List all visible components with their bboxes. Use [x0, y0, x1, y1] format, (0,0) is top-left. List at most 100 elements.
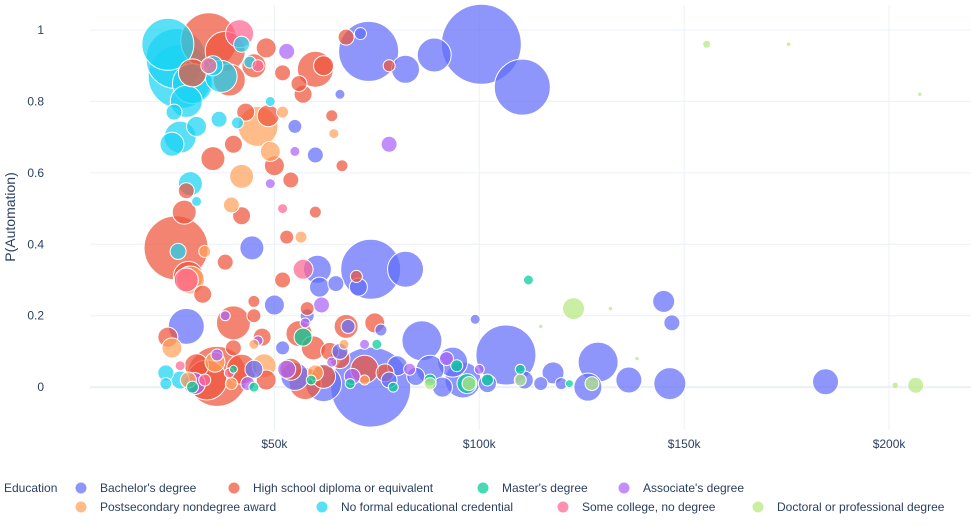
bubble-point — [308, 205, 322, 219]
bubble-point — [313, 55, 335, 77]
bubble-point — [174, 360, 186, 372]
x-tick-label: $150k — [668, 437, 702, 451]
bubble-point — [159, 131, 185, 157]
bubble-point — [229, 163, 255, 189]
bubble-point — [231, 116, 245, 130]
bubble-point — [264, 95, 276, 107]
bubble-point — [313, 296, 331, 314]
bubble-point — [337, 28, 355, 46]
bubble-point — [222, 196, 240, 214]
y-tick-label: 0 — [37, 380, 44, 394]
legend-item-label: No formal educational credential — [341, 500, 513, 514]
legend-marker — [74, 500, 88, 514]
bubble-point — [224, 339, 242, 357]
legend: Education Bachelor's degree High school d… — [4, 481, 945, 514]
bubble-point — [359, 338, 371, 350]
bubble-point — [244, 359, 264, 379]
bubble-point — [141, 17, 195, 71]
x-axis-ticks: $50k $100k $150k $200k — [261, 437, 906, 451]
bubble-point — [210, 110, 228, 128]
bubble-point — [514, 363, 526, 375]
legend-item-label: Bachelor's degree — [100, 481, 197, 495]
bubble-point — [299, 317, 311, 329]
bubble-point — [198, 244, 212, 258]
bubble-point — [276, 105, 290, 119]
legend-marker — [617, 481, 631, 495]
bubble-point — [223, 134, 243, 154]
bubble-point — [469, 313, 481, 325]
bubble-point — [387, 250, 425, 288]
bubble-point — [562, 297, 586, 321]
bubble-point — [274, 271, 292, 289]
bubble-point — [210, 348, 224, 362]
bubble-point — [653, 367, 687, 401]
bubble-point — [328, 128, 340, 140]
bubble-point — [401, 320, 443, 362]
bubble-point — [493, 58, 551, 116]
bubble-point — [247, 294, 261, 308]
bubble-point — [564, 379, 574, 389]
bubble-point — [159, 377, 173, 391]
bubble-point — [186, 115, 208, 137]
bubble-point — [191, 195, 203, 207]
bubble-point — [200, 146, 226, 172]
bubble-point — [264, 178, 276, 190]
bubble-point — [256, 104, 280, 128]
bubble-point — [193, 284, 213, 304]
legend-item-label: Postsecondary nondegree award — [100, 500, 276, 514]
bubble-point — [584, 376, 600, 392]
bubble-point — [200, 57, 218, 75]
bubble-point — [340, 318, 356, 334]
bubble-point — [248, 381, 260, 393]
bubble-point — [349, 269, 363, 283]
bubble-point — [228, 364, 238, 374]
x-tick-label: $50k — [261, 437, 288, 451]
bubble-point — [344, 378, 356, 390]
bubble-point — [287, 118, 303, 134]
bubble-point — [359, 374, 371, 386]
bubble-point — [353, 27, 367, 41]
bubble-point — [325, 109, 339, 123]
bubble-point — [293, 327, 313, 347]
bubble-point — [615, 366, 643, 394]
bubble-point — [416, 37, 452, 73]
bubble-point — [380, 135, 398, 153]
bubble-point — [391, 54, 421, 84]
bubble-point — [538, 324, 543, 329]
bubble-point — [382, 59, 396, 73]
x-tick-label: $200k — [873, 437, 907, 451]
bubble-point — [215, 305, 251, 341]
bubble-point — [177, 182, 195, 200]
bubble-point — [387, 381, 399, 393]
y-tick-label: 0.6 — [27, 166, 44, 180]
bubble-point — [334, 88, 346, 100]
legend-marker — [315, 500, 329, 514]
bubble-point — [169, 242, 187, 260]
bubble-point — [308, 276, 330, 298]
bubble-point — [634, 356, 640, 361]
bubble-point — [236, 102, 256, 122]
bubble-point — [306, 146, 324, 164]
bubble-point — [374, 323, 388, 337]
bubble-point — [279, 229, 295, 245]
bubble-point — [450, 359, 464, 373]
bubble-point — [185, 380, 199, 394]
bubble-point — [161, 337, 183, 359]
legend-item-label: Some college, no degree — [582, 500, 716, 514]
bubble-point — [371, 338, 383, 350]
x-tick-label: $100k — [463, 437, 497, 451]
bubble-point — [513, 373, 527, 387]
bubble-point — [461, 376, 477, 392]
bubble-point — [251, 59, 265, 73]
bubble-point — [294, 230, 308, 244]
bubble-point — [917, 92, 923, 97]
bubble-point — [299, 301, 315, 317]
bubble-point — [275, 340, 291, 356]
legend-marker — [751, 500, 765, 514]
bubble-point — [522, 274, 534, 286]
bubble-point — [246, 308, 262, 324]
y-tick-label: 0.2 — [27, 309, 44, 323]
bubble-point — [233, 35, 251, 53]
bubble-point — [423, 377, 437, 391]
